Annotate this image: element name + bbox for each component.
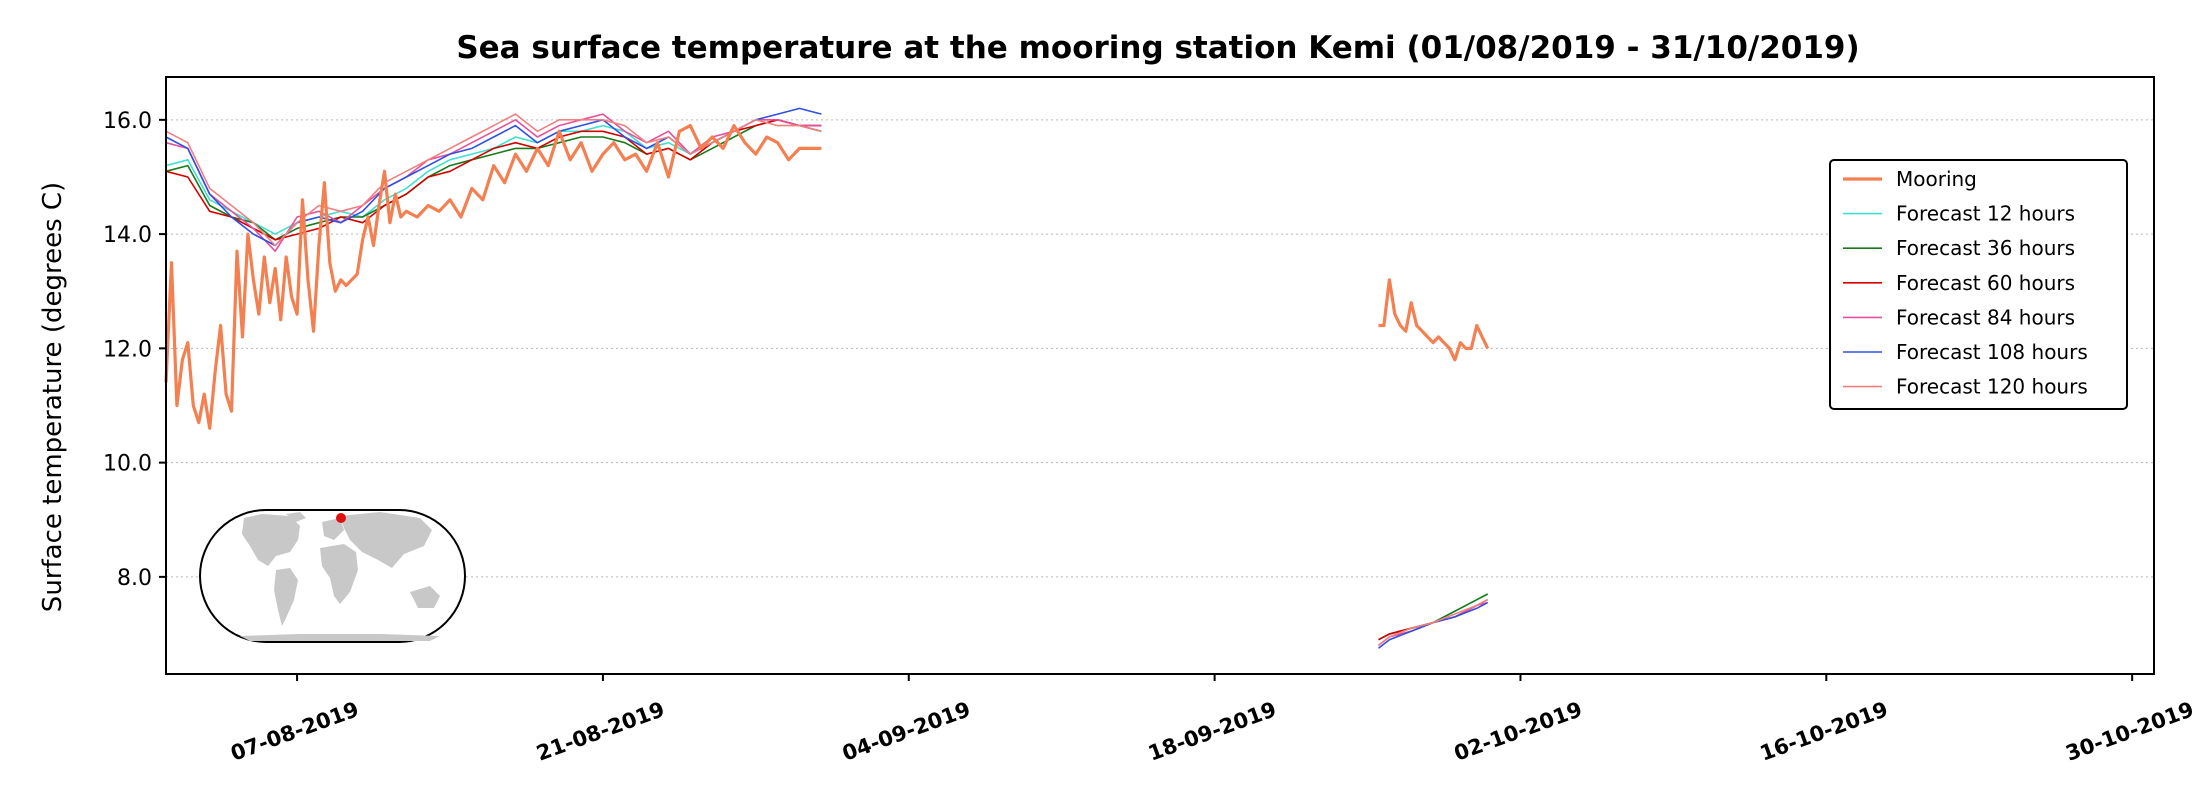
legend-label: Forecast 120 hours [1896,375,2088,399]
y-tick-label: 16.0 [103,109,152,134]
south-america-shape [274,568,298,626]
north-america-shape [242,514,300,566]
x-tick-label: 18-09-2019 [1145,697,1279,765]
continents [240,512,440,641]
y-tick-label: 8.0 [117,566,152,591]
greenland-shape [286,512,306,522]
x-tick-label: 30-10-2019 [2063,697,2197,765]
series-line-forecast-120-hours [1378,598,1489,647]
series-line-mooring [164,123,822,430]
legend-label: Forecast 12 hours [1896,202,2075,226]
legend-label: Forecast 36 hours [1896,236,2075,260]
legend-label: Forecast 84 hours [1896,305,2075,329]
series-line-forecast-60-hours [1378,598,1489,641]
series-forecast-120-hours [165,113,1489,647]
y-tick-label: 14.0 [103,223,152,248]
y-tick-label: 12.0 [103,337,152,362]
europe-shape [322,518,344,540]
x-tick-label: 04-09-2019 [839,697,973,765]
plot-series [164,107,1490,649]
y-axis-label: Surface temperature (degrees C) [38,182,68,612]
legend-label: Forecast 60 hours [1896,271,2075,295]
x-tick-label: 07-08-2019 [227,697,361,765]
x-tick-label: 16-10-2019 [1757,697,1891,765]
series-mooring [164,123,1490,430]
series-line-forecast-108-hours [165,107,822,247]
gridlines [166,119,2154,578]
legend-label: Forecast 108 hours [1896,340,2088,364]
antarctica-shape [240,634,440,641]
australia-shape [410,586,440,608]
series-line-mooring [1378,278,1490,362]
world-map-inset [199,509,466,643]
legend-box [1829,159,2128,410]
series-line-forecast-120-hours [165,113,822,247]
series-line-forecast-84-hours [1378,601,1488,647]
chart-title: Sea surface temperature at the mooring s… [456,30,1859,66]
x-tick-label: 02-10-2019 [1451,697,1585,765]
y-tick-label: 10.0 [103,452,152,477]
station-marker [336,513,346,523]
legend-items: Mooring Forecast 12 hours Forecast 36 hour… [1843,167,2088,399]
asia-shape [340,512,432,568]
x-tick-label: 21-08-2019 [533,697,667,765]
series-line-forecast-108-hours [1378,601,1489,649]
africa-shape [320,544,358,604]
legend-label: Mooring [1896,167,1977,191]
plot-frame [165,76,2155,675]
legend: Mooring Forecast 12 hours Forecast 36 hour… [1829,159,2128,410]
